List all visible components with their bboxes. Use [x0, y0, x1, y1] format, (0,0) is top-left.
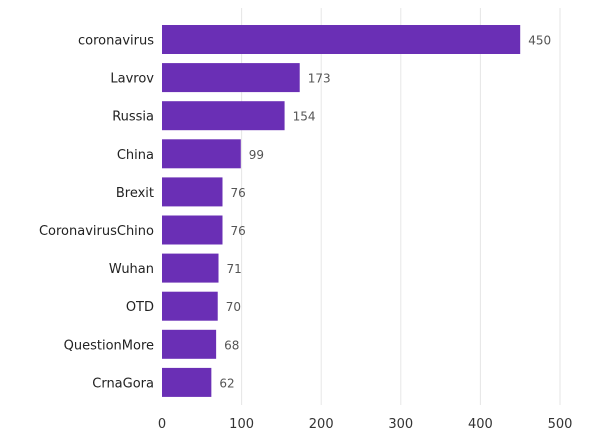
- value-label: 76: [230, 224, 245, 238]
- bar-lavrov: [162, 63, 300, 93]
- category-label: coronavirus: [78, 34, 154, 49]
- bar-coronavirus: [162, 25, 521, 54]
- bar-brexit: [162, 177, 223, 207]
- category-label: CrnaGora: [92, 376, 154, 391]
- value-label: 154: [293, 110, 316, 124]
- bar-crnagora: [162, 367, 212, 397]
- value-label: 71: [227, 262, 242, 276]
- bar-wuhan: [162, 253, 219, 283]
- x-tick-label: 300: [388, 417, 413, 432]
- bar-layer: [162, 25, 521, 397]
- category-label: Wuhan: [109, 262, 154, 277]
- x-tick-label: 0: [158, 417, 166, 432]
- category-label: China: [117, 148, 154, 163]
- grid-layer: [241, 8, 561, 405]
- category-label: Lavrov: [110, 72, 154, 87]
- value-label: 173: [308, 72, 331, 86]
- bar-russia: [162, 101, 285, 131]
- category-label: QuestionMore: [64, 338, 154, 353]
- value-label: 70: [226, 300, 241, 314]
- bar-coronaviruschino: [162, 215, 223, 245]
- bar-china: [162, 139, 241, 169]
- value-label: 99: [249, 148, 264, 162]
- x-axis: 0 100 200 300 400 500: [158, 417, 573, 432]
- value-label: 76: [230, 186, 245, 200]
- x-tick-label: 400: [468, 417, 493, 432]
- bar-otd: [162, 291, 218, 321]
- category-label: Brexit: [116, 186, 154, 201]
- value-label: 68: [224, 338, 239, 352]
- category-label: Russia: [112, 110, 154, 125]
- label-layer: coronavirus 450 Lavrov 173 Russia 154 China 99 B…: [39, 34, 551, 392]
- bar-questionmore: [162, 329, 217, 359]
- value-label: 62: [219, 376, 234, 390]
- category-label: OTD: [126, 300, 154, 315]
- x-tick-label: 200: [309, 417, 334, 432]
- x-tick-label: 500: [548, 417, 573, 432]
- category-label: CoronavirusChino: [39, 224, 154, 239]
- x-tick-label: 100: [229, 417, 254, 432]
- value-label: 450: [528, 34, 551, 48]
